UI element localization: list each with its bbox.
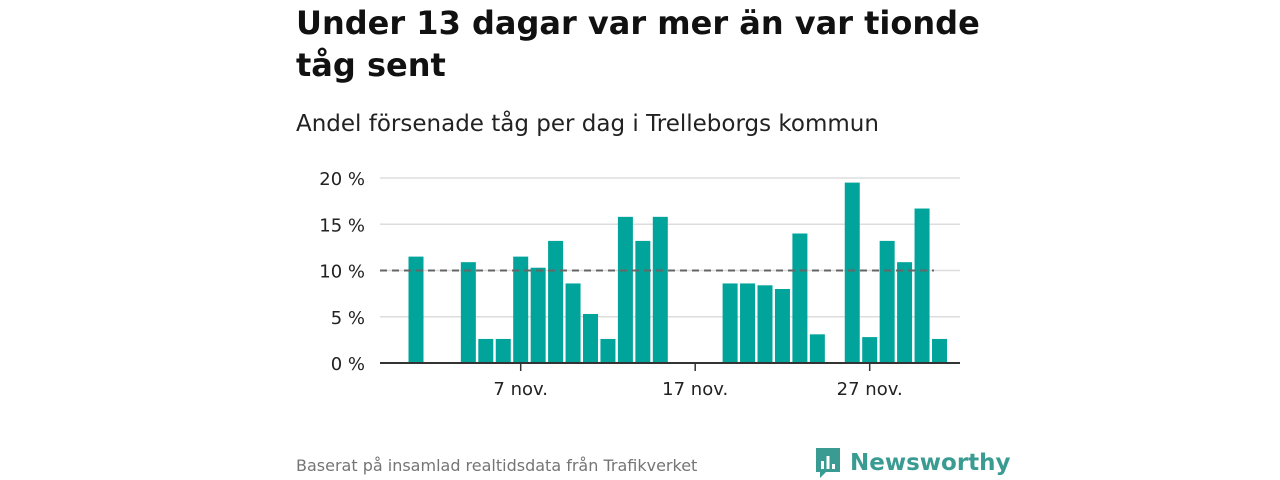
- brand-name: Newsworthy: [850, 450, 1011, 476]
- bar: [792, 233, 808, 363]
- y-axis-labels: 0 % 5 % 10 % 15 % 20 %: [319, 169, 365, 375]
- y-tick-label: 5 %: [331, 308, 365, 329]
- bars: [408, 182, 947, 363]
- bar: [548, 240, 564, 363]
- bar: [897, 262, 913, 363]
- chart-title: Under 13 dagar var mer än var tionde tåg…: [296, 4, 980, 84]
- y-tick-label: 0 %: [331, 354, 365, 375]
- chart-subtitle: Andel försenade tåg per dag i Trelleborg…: [296, 111, 879, 137]
- bar: [635, 240, 651, 363]
- bar: [862, 337, 878, 363]
- bar: [600, 338, 616, 363]
- x-tick-label: 27 nov.: [837, 379, 903, 400]
- bar: [757, 285, 773, 363]
- bar: [914, 208, 930, 363]
- bar: [583, 313, 598, 363]
- bar: [460, 262, 476, 363]
- bar: [565, 283, 581, 363]
- bar: [513, 256, 529, 363]
- bar: [652, 216, 668, 363]
- newsworthy-logo: Newsworthy: [814, 446, 1011, 480]
- bar: [478, 338, 494, 363]
- y-tick-label: 10 %: [319, 262, 365, 283]
- source-note: Baserat på insamlad realtidsdata från Tr…: [296, 456, 698, 475]
- bar: [722, 283, 738, 363]
- y-tick-label: 20 %: [319, 169, 365, 190]
- bar: [530, 267, 546, 363]
- bar: [879, 240, 895, 363]
- bar: [740, 283, 756, 363]
- y-tick-label: 15 %: [319, 215, 365, 236]
- bar: [774, 289, 790, 363]
- newsworthy-logo-icon: [816, 448, 840, 478]
- x-tick-label: 17 nov.: [662, 379, 728, 400]
- bar: [408, 256, 424, 363]
- x-tick-label: 7 nov.: [493, 379, 548, 400]
- bar: [809, 334, 825, 363]
- bar: [495, 338, 511, 363]
- bar: [617, 216, 633, 363]
- bar: [844, 182, 860, 363]
- bar: [932, 338, 947, 363]
- x-axis: 7 nov. 17 nov. 27 nov.: [380, 362, 960, 400]
